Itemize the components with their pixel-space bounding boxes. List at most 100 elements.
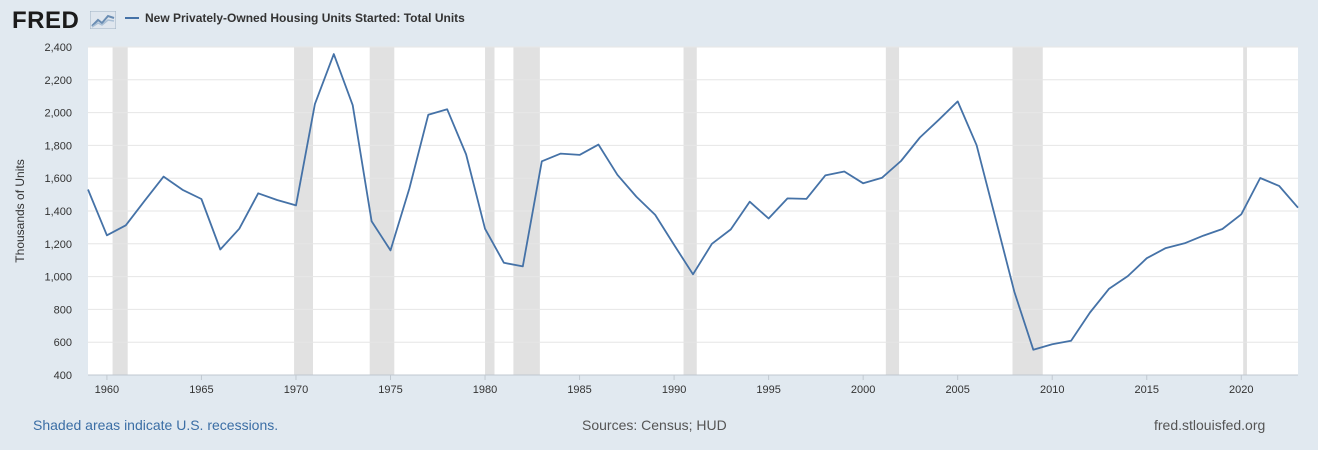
data-point[interactable] <box>898 158 904 164</box>
x-tick-label: 1995 <box>756 384 780 396</box>
data-point[interactable] <box>974 142 980 148</box>
y-tick-label: 600 <box>54 337 72 349</box>
data-point[interactable] <box>1125 273 1131 279</box>
y-tick-label: 1,800 <box>44 140 72 152</box>
data-point[interactable] <box>1219 226 1225 232</box>
data-point[interactable] <box>463 151 469 157</box>
data-point[interactable] <box>236 226 242 232</box>
data-point[interactable] <box>1257 175 1263 181</box>
data-point[interactable] <box>388 247 394 253</box>
y-tick-label: 400 <box>54 370 72 382</box>
data-point[interactable] <box>520 263 526 269</box>
data-point[interactable] <box>558 151 564 157</box>
data-point[interactable] <box>860 180 866 186</box>
data-point[interactable] <box>785 195 791 201</box>
x-tick-label: 2010 <box>1040 384 1064 396</box>
data-point[interactable] <box>331 51 337 57</box>
x-tick-label: 2005 <box>945 384 969 396</box>
data-point[interactable] <box>539 158 545 164</box>
data-point[interactable] <box>955 98 961 104</box>
x-tick-label: 1990 <box>662 384 686 396</box>
data-point[interactable] <box>406 185 412 191</box>
data-point[interactable] <box>917 135 923 141</box>
data-point[interactable] <box>1163 245 1169 251</box>
data-point[interactable] <box>936 117 942 123</box>
series-line[interactable] <box>87 53 1299 351</box>
data-point[interactable] <box>822 172 828 178</box>
data-point[interactable] <box>161 174 167 180</box>
data-point[interactable] <box>312 101 318 107</box>
data-point[interactable] <box>577 152 583 158</box>
data-point[interactable] <box>803 196 809 202</box>
data-point[interactable] <box>1049 341 1055 347</box>
data-point[interactable] <box>841 168 847 174</box>
data-point[interactable] <box>180 187 186 193</box>
y-tick-label: 1,400 <box>44 206 72 218</box>
y-tick-label: 800 <box>54 304 72 316</box>
data-point[interactable] <box>747 199 753 205</box>
data-point[interactable] <box>1087 310 1093 316</box>
data-point[interactable] <box>766 216 772 222</box>
y-tick-label: 1,000 <box>44 272 72 284</box>
data-point[interactable] <box>1106 286 1112 292</box>
x-tick-label: 2015 <box>1135 384 1159 396</box>
x-tick-label: 1985 <box>567 384 591 396</box>
data-point[interactable] <box>728 226 734 232</box>
data-point[interactable] <box>104 232 110 238</box>
legend-line-swatch <box>125 17 139 19</box>
x-tick-label: 1970 <box>284 384 308 396</box>
data-point[interactable] <box>879 175 885 181</box>
legend-series-title: New Privately-Owned Housing Units Starte… <box>145 11 465 25</box>
y-tick-label: 1,200 <box>44 239 72 251</box>
series-layer <box>85 51 1301 353</box>
data-point[interactable] <box>482 226 488 232</box>
data-point[interactable] <box>1182 240 1188 246</box>
x-tick-label: 1960 <box>95 384 119 396</box>
data-point[interactable] <box>198 196 204 202</box>
recession-note: Shaded areas indicate U.S. recessions. <box>33 417 279 433</box>
data-point[interactable] <box>255 190 261 196</box>
data-point[interactable] <box>369 218 375 224</box>
x-tick-label: 2020 <box>1229 384 1253 396</box>
sources-text: Sources: Census; HUD <box>582 417 727 433</box>
x-tick-label: 1975 <box>378 384 402 396</box>
data-point[interactable] <box>1200 233 1206 239</box>
x-tick-label: 2000 <box>851 384 875 396</box>
data-point[interactable] <box>1144 255 1150 261</box>
data-point[interactable] <box>123 222 129 228</box>
data-point[interactable] <box>595 142 601 148</box>
data-point[interactable] <box>350 102 356 108</box>
data-point[interactable] <box>425 112 431 118</box>
y-tick-label: 2,000 <box>44 108 72 120</box>
data-point[interactable] <box>614 172 620 178</box>
x-tick-label: 1965 <box>189 384 213 396</box>
site-link[interactable]: fred.stlouisfed.org <box>1154 417 1266 433</box>
data-point[interactable] <box>671 242 677 248</box>
data-point[interactable] <box>690 271 696 277</box>
data-point[interactable] <box>1011 289 1017 295</box>
data-point[interactable] <box>1276 183 1282 189</box>
data-point[interactable] <box>142 198 148 204</box>
data-point[interactable] <box>1068 338 1074 344</box>
data-point[interactable] <box>501 260 507 266</box>
y-tick-label: 1,600 <box>44 173 72 185</box>
data-point[interactable] <box>217 247 223 253</box>
chart-legend[interactable]: New Privately-Owned Housing Units Starte… <box>125 11 465 25</box>
data-point[interactable] <box>1295 205 1301 211</box>
y-tick-label: 2,200 <box>44 75 72 87</box>
y-axis: 400 600 800 1,000 1,200 1,400 1,600 1,800 2,000 2… <box>44 42 72 382</box>
data-point[interactable] <box>1238 211 1244 217</box>
line-chart-icon <box>90 11 116 29</box>
data-point[interactable] <box>993 215 999 221</box>
data-point[interactable] <box>293 202 299 208</box>
data-point[interactable] <box>444 106 450 112</box>
data-point[interactable] <box>274 197 280 203</box>
data-point[interactable] <box>85 187 91 193</box>
y-tick-label: 2,400 <box>44 42 72 54</box>
data-point[interactable] <box>709 241 715 247</box>
data-point[interactable] <box>652 212 658 218</box>
data-point[interactable] <box>1030 347 1036 353</box>
data-point[interactable] <box>633 194 639 200</box>
